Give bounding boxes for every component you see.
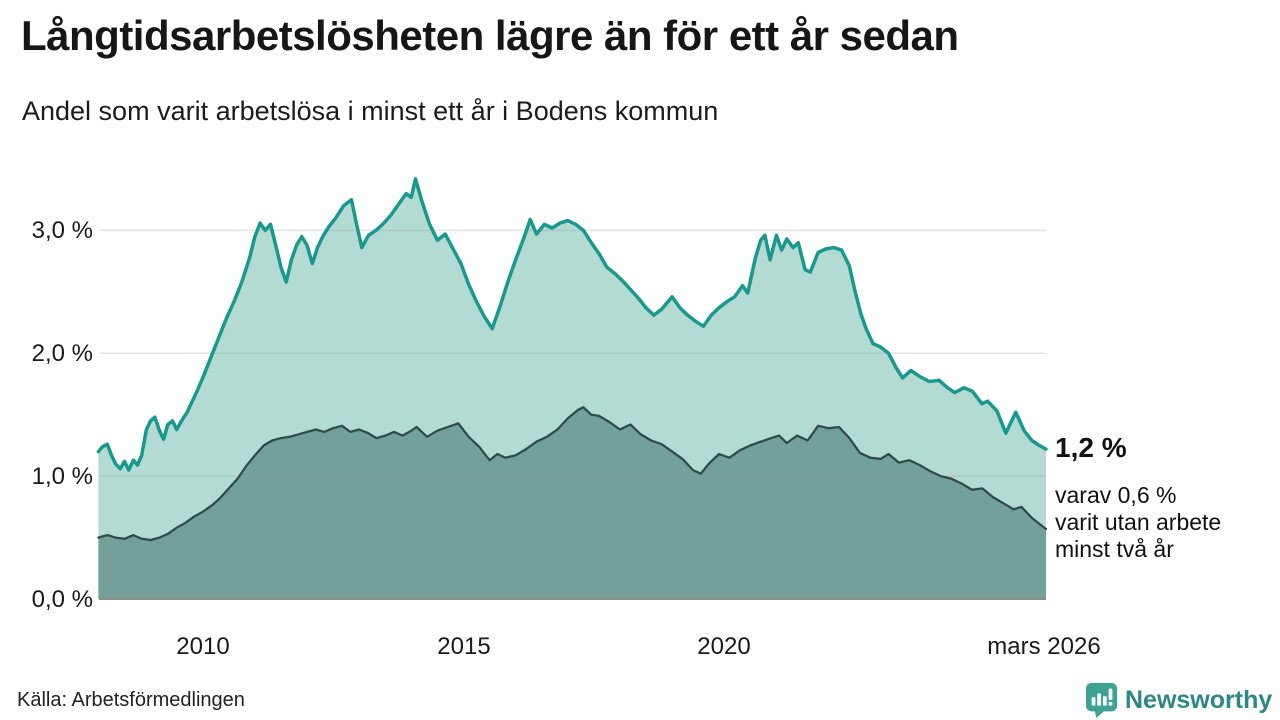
page-title: Långtidsarbetslösheten lägre än för ett … — [21, 12, 959, 59]
latest-sub-annotation: varav 0,6 % varit utan arbete minst två … — [1055, 482, 1221, 563]
source-label: Källa: Arbetsförmedlingen — [17, 689, 245, 711]
x-axis-tick-2015: 2015 — [437, 633, 491, 660]
newsworthy-icon — [1085, 683, 1118, 718]
latest-value-label: 1,2 % — [1055, 432, 1127, 463]
y-axis-tick-3: 3,0 % — [31, 217, 93, 244]
y-axis-tick-1: 1,0 % — [31, 463, 93, 490]
y-axis-tick-2: 2,0 % — [31, 340, 93, 367]
y-axis-tick-0: 0,0 % — [31, 586, 93, 613]
newsworthy-logo: Newsworthy — [1085, 681, 1272, 719]
chart-subtitle: Andel som varit arbetslösa i minst ett å… — [22, 96, 719, 126]
annotation-line-2: varit utan arbete — [1055, 509, 1222, 535]
annotation-line-1: varav 0,6 % — [1055, 482, 1177, 508]
x-axis-tick-2020: 2020 — [697, 633, 751, 660]
x-axis-tick-2010: 2010 — [176, 633, 230, 660]
x-axis-tick-mars-2026: mars 2026 — [987, 633, 1101, 660]
annotation-line-3: minst två år — [1055, 536, 1174, 562]
newsworthy-wordmark: Newsworthy — [1125, 685, 1273, 714]
